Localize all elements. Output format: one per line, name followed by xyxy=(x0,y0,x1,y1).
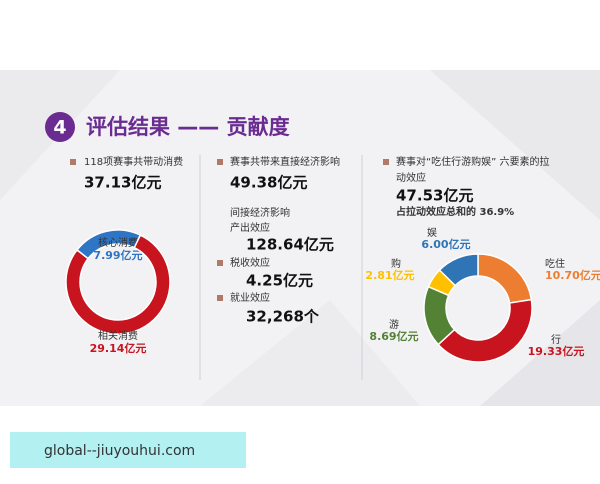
bg-shape xyxy=(200,300,420,406)
segment-label: 娱 xyxy=(427,226,437,239)
bg-shape xyxy=(430,70,600,220)
share-text: 占拉动效应总和的 36.9% xyxy=(396,205,514,218)
item-value: 128.64亿元 xyxy=(246,236,334,254)
donut-segment xyxy=(65,234,171,335)
indirect-heading: 间接经济影响 xyxy=(230,206,290,219)
segment-value: 6.00亿元 xyxy=(421,237,470,251)
bullet xyxy=(70,159,76,165)
segment-value: 19.33亿元 xyxy=(528,344,585,358)
item-value: 4.25亿元 xyxy=(246,272,313,290)
segment-value: 29.14亿元 xyxy=(90,341,147,355)
item-label: 税收效应 xyxy=(230,256,270,269)
segment-label: 核心消费 xyxy=(98,236,138,249)
panel-text: 赛事对“吃住行游购娱” 六要素的拉 xyxy=(396,155,550,168)
bullet xyxy=(383,159,389,165)
segment-label: 相关消费 xyxy=(98,329,138,342)
bg-shape xyxy=(480,300,600,406)
segment-label: 购 xyxy=(391,257,401,270)
segment-label: 行 xyxy=(551,333,561,346)
slide-title: 评估结果 —— 贡献度 xyxy=(86,115,290,139)
section-number: 4 xyxy=(53,117,66,139)
segment-value: 8.69亿元 xyxy=(369,329,418,343)
panel-total: 49.38亿元 xyxy=(230,174,307,192)
panel-total: 37.13亿元 xyxy=(84,174,161,192)
panel-text: 动效应 xyxy=(396,171,426,184)
watermark: global--jiuyouhui.com xyxy=(44,443,195,459)
section-badge xyxy=(45,112,75,142)
watermark-box xyxy=(10,432,246,468)
item-value: 32,268个 xyxy=(246,308,320,326)
panel-total: 47.53亿元 xyxy=(396,187,473,205)
item-label: 就业效应 xyxy=(230,291,270,304)
bullet xyxy=(217,159,223,165)
donut-segment xyxy=(437,298,533,363)
panel-text: 赛事共带来直接经济影响 xyxy=(230,155,340,168)
bullet xyxy=(217,260,223,266)
segment-value: 7.99亿元 xyxy=(93,248,142,262)
segment-label: 游 xyxy=(389,318,399,331)
segment-value: 10.70亿元 xyxy=(545,268,600,282)
segment-value: 2.81亿元 xyxy=(365,268,414,282)
bullet xyxy=(217,295,223,301)
item-label: 产出效应 xyxy=(230,221,270,234)
segment-label: 吃住 xyxy=(545,257,565,270)
donut-segment xyxy=(438,253,479,287)
panel-text: 118项赛事共带动消费 xyxy=(84,155,183,168)
